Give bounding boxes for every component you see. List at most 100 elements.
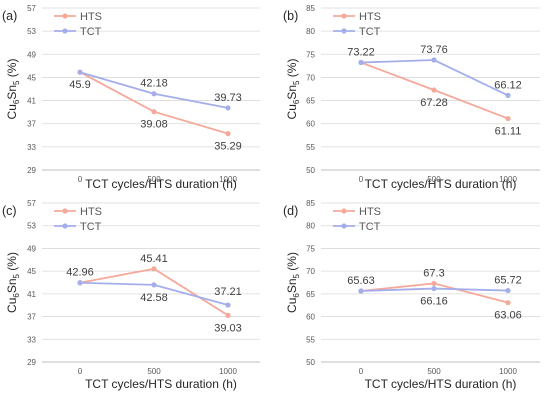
legend-marker-hts [341,13,347,19]
data-label: 42.96 [66,267,94,279]
y-tick-label: 65 [306,97,315,106]
y-tick-label: 29 [27,166,36,175]
data-point-tct [77,69,83,75]
y-axis-title-part: 6 [12,99,21,104]
y-tick-label: 53 [27,27,36,36]
legend-marker-hts [341,208,347,214]
x-tick-label: 0 [359,175,364,184]
y-tick-label: 55 [306,335,315,344]
y-axis-title-part: (%) [5,59,19,81]
y-tick-label: 33 [27,335,36,344]
data-point-tct [431,285,437,292]
panel-label: (d) [283,204,298,218]
x-tick-label: 1000 [219,175,237,184]
data-point-tct [151,282,157,288]
y-tick-label: 70 [306,267,315,276]
data-point-tct [225,105,231,111]
data-label: 65.72 [494,275,522,287]
y-axis-title-part: Cu [5,104,19,119]
data-point-hts [505,115,511,122]
data-label: 35.29 [214,141,242,153]
y-axis-title: Cu6Sn5 (%) [5,59,21,120]
y-tick-label: 60 [306,120,315,129]
y-tick-label: 85 [306,199,315,208]
y-tick-label: 85 [306,4,315,13]
legend-label-hts: HTS [80,11,102,23]
data-point-hts [225,312,231,318]
y-axis-title-part: 6 [292,293,301,298]
legend-label-hts: HTS [359,206,381,218]
y-tick-label: 80 [306,27,315,36]
y-axis-title-part: (%) [5,252,19,274]
legend-label-hts: HTS [359,11,381,23]
y-tick-label: 37 [27,120,36,129]
y-tick-label: 45 [27,73,36,82]
data-label: 66.12 [494,79,522,91]
y-tick-label: 53 [27,222,36,231]
y-tick-label: 75 [306,50,315,59]
y-axis-title-part: (%) [285,252,299,274]
y-tick-label: 49 [27,50,36,59]
data-point-tct [431,57,437,63]
data-label: 39.08 [140,119,168,131]
data-label: 61.11 [495,126,522,138]
y-axis-title: Cu6Sn5 (%) [5,252,21,313]
data-label: 37.21 [214,286,242,298]
x-axis-title: TCT cycles/HTS duration (h) [365,377,517,391]
legend-marker-tct [341,223,347,229]
y-axis-title-part: Sn [5,278,19,293]
panel-label: (a) [2,9,17,23]
data-label: 63.06 [494,310,522,322]
data-label: 42.58 [140,292,168,304]
legend: HTS TCT [333,11,381,38]
y-tick-label: 55 [306,143,315,152]
data-label: 39.03 [214,322,242,334]
y-tick-label: 60 [306,313,315,322]
panel-label: (c) [2,204,17,218]
legend-marker-tct [62,223,68,229]
x-axis-title: TCT cycles/HTS duration (h) [85,177,237,191]
data-label: 67.28 [420,97,448,109]
x-axis-title: TCT cycles/HTS duration (h) [365,177,517,191]
legend-marker-hts [62,13,68,19]
y-axis-title-part: Cu [285,298,299,313]
y-axis-title: Cu6Sn5 (%) [285,59,301,120]
y-axis-title-part: 6 [12,293,21,298]
x-axis-title: TCT cycles/HTS duration (h) [85,377,237,391]
y-tick-label: 41 [27,290,36,299]
panel-label: (b) [283,9,298,23]
data-label: 39.73 [214,92,242,104]
data-label: 45.41 [140,253,168,265]
data-point-tct [77,280,83,286]
y-axis-title: Cu6Sn5 (%) [285,252,301,313]
y-tick-label: 70 [306,73,315,82]
y-tick-label: 50 [306,166,315,175]
x-tick-label: 1000 [499,367,517,376]
data-label: 42.18 [140,78,168,90]
data-label: 73.76 [420,44,448,56]
x-tick-label: 1000 [499,175,517,184]
x-tick-label: 1000 [219,367,237,376]
legend-label-tct: TCT [359,26,381,38]
y-tick-label: 29 [27,358,36,367]
data-point-hts [151,109,157,115]
legend-label-hts: HTS [80,206,102,218]
data-point-tct [505,92,511,98]
y-tick-label: 50 [306,358,315,367]
y-axis-title-part: 5 [12,273,21,278]
data-point-tct [151,91,157,97]
x-tick-label: 500 [427,367,441,376]
x-tick-label: 0 [78,367,83,376]
data-point-hts [431,280,437,287]
legend-marker-tct [341,28,347,34]
y-tick-label: 75 [306,244,315,253]
data-point-hts [225,131,231,137]
y-tick-label: 33 [27,143,36,152]
data-point-hts [505,300,511,306]
legend-marker-hts [62,208,68,214]
